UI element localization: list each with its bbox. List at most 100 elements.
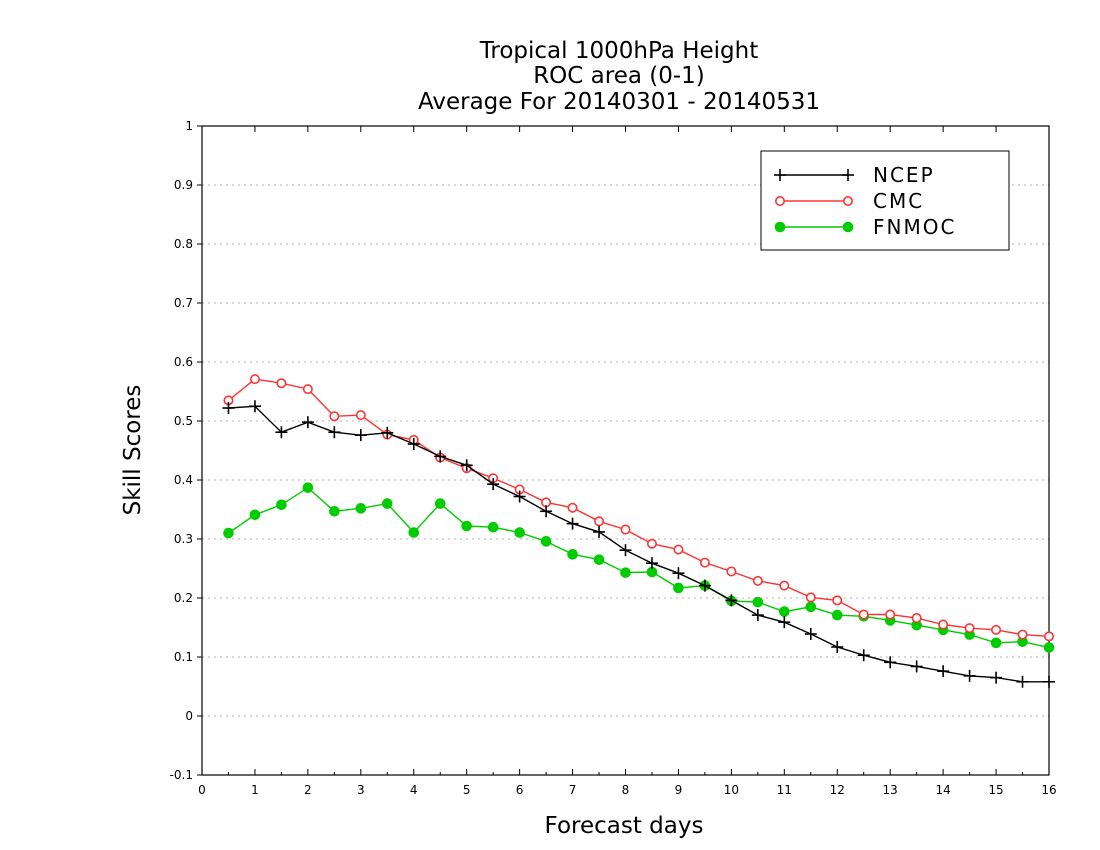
data-point-cmc	[726, 566, 737, 577]
data-point-ncep	[619, 544, 632, 557]
data-point-ncep	[381, 426, 394, 439]
legend-item-fnmoc: FNMOC	[774, 215, 956, 239]
data-point-ncep	[301, 416, 314, 429]
series-ncep	[222, 400, 1055, 688]
x-tick-label: 14	[935, 783, 950, 797]
chart-titles: Tropical 1000hPa Height ROC area (0-1) A…	[418, 38, 820, 115]
data-point-ncep	[884, 656, 897, 669]
data-point-fnmoc	[540, 536, 552, 547]
y-tick-label: 0.9	[174, 178, 193, 192]
x-tick-label: 6	[516, 783, 524, 797]
data-point-ncep	[460, 459, 473, 472]
chart-title-line-1: Tropical 1000hPa Height	[479, 38, 759, 64]
data-point-fnmoc	[381, 498, 393, 509]
data-point-cmc	[911, 613, 922, 624]
data-point-ncep	[275, 426, 288, 439]
data-point-ncep	[963, 669, 976, 682]
y-tick-label: 1	[185, 119, 193, 133]
data-point-ncep	[910, 660, 923, 673]
data-point-cmc	[699, 557, 710, 568]
x-tick-label: 7	[569, 783, 577, 797]
data-point-cmc	[673, 544, 684, 555]
data-point-fnmoc	[752, 596, 764, 608]
data-point-ncep	[407, 438, 420, 451]
legend-marker	[774, 196, 785, 207]
legend-item-ncep: NCEP	[774, 163, 935, 187]
data-point-ncep	[540, 505, 553, 518]
data-point-cmc	[302, 384, 313, 395]
data-point-ncep	[698, 579, 711, 592]
series-layer	[222, 374, 1055, 688]
series-line-cmc	[228, 378, 1050, 638]
x-tick-label: 3	[357, 783, 365, 797]
legend-marker	[774, 169, 786, 181]
series-line-fnmoc	[228, 486, 1050, 649]
data-point-cmc	[858, 609, 869, 620]
legend-marker	[842, 169, 854, 181]
chart-title-line-2: ROC area (0-1)	[533, 63, 705, 89]
x-tick-label: 5	[463, 783, 471, 797]
data-point-ncep	[1016, 675, 1029, 688]
data-point-ncep	[487, 478, 500, 491]
data-point-ncep	[937, 665, 950, 678]
legend-label: FNMOC	[873, 215, 956, 239]
legend-label: NCEP	[873, 163, 935, 187]
chart-title-line-3: Average For 20140301 - 20140531	[418, 89, 820, 115]
data-point-fnmoc	[408, 527, 420, 538]
data-point-cmc	[885, 609, 896, 620]
series-cmc	[223, 374, 1055, 642]
y-tick-label: 0	[185, 709, 193, 723]
data-point-ncep	[513, 490, 526, 503]
x-tick-label: 4	[410, 783, 418, 797]
x-axis-label: Forecast days	[545, 813, 704, 839]
data-point-fnmoc	[990, 637, 1002, 649]
y-tick-label: 0.8	[174, 237, 193, 251]
data-point-ncep	[990, 671, 1003, 684]
data-point-cmc	[646, 538, 657, 549]
legend-marker	[842, 196, 853, 207]
data-point-cmc	[249, 374, 260, 385]
data-point-fnmoc	[461, 520, 472, 532]
x-tick-label: 2	[304, 783, 312, 797]
data-point-fnmoc	[673, 582, 684, 594]
data-point-ncep	[751, 609, 764, 622]
data-point-cmc	[779, 580, 790, 591]
data-point-fnmoc	[434, 498, 446, 509]
data-point-ncep	[248, 400, 261, 413]
x-tick-label: 8	[622, 783, 630, 797]
data-point-ncep	[222, 402, 235, 415]
x-tick-label: 16	[1041, 783, 1056, 797]
data-point-cmc	[355, 410, 366, 421]
data-point-fnmoc	[302, 482, 314, 493]
x-tick-label: 9	[675, 783, 683, 797]
data-point-fnmoc	[223, 527, 234, 539]
data-point-cmc	[1044, 631, 1055, 642]
data-point-ncep	[831, 640, 844, 653]
y-tick-label: 0.3	[174, 532, 193, 546]
legend-marker	[842, 221, 854, 233]
data-point-fnmoc	[779, 606, 790, 617]
data-point-fnmoc	[329, 505, 340, 517]
data-point-cmc	[276, 378, 287, 389]
x-tick-label: 10	[724, 783, 739, 797]
y-tick-label: 0.5	[174, 414, 193, 428]
y-tick-label: 0.7	[174, 296, 193, 310]
data-point-ncep	[725, 594, 738, 607]
y-tick-label: 0.6	[174, 355, 193, 369]
x-tick-label: 11	[777, 783, 792, 797]
x-tick-label: 0	[198, 783, 206, 797]
data-point-cmc	[805, 592, 816, 603]
data-point-cmc	[752, 575, 763, 586]
axis-ticks: -0.100.10.20.30.40.50.60.70.80.910 1 2 3 4 5 6…	[170, 119, 1057, 797]
data-point-fnmoc	[249, 509, 261, 521]
y-tick-label: 0.4	[174, 473, 193, 487]
data-point-ncep	[593, 525, 606, 538]
y-axis-label: Skill Scores	[120, 385, 146, 516]
data-point-ncep	[566, 517, 579, 530]
data-point-cmc	[832, 595, 843, 606]
legend-label: CMC	[873, 189, 924, 213]
x-tick-label: 1	[251, 783, 259, 797]
data-point-cmc	[1017, 629, 1028, 640]
data-point-ncep	[857, 649, 870, 662]
